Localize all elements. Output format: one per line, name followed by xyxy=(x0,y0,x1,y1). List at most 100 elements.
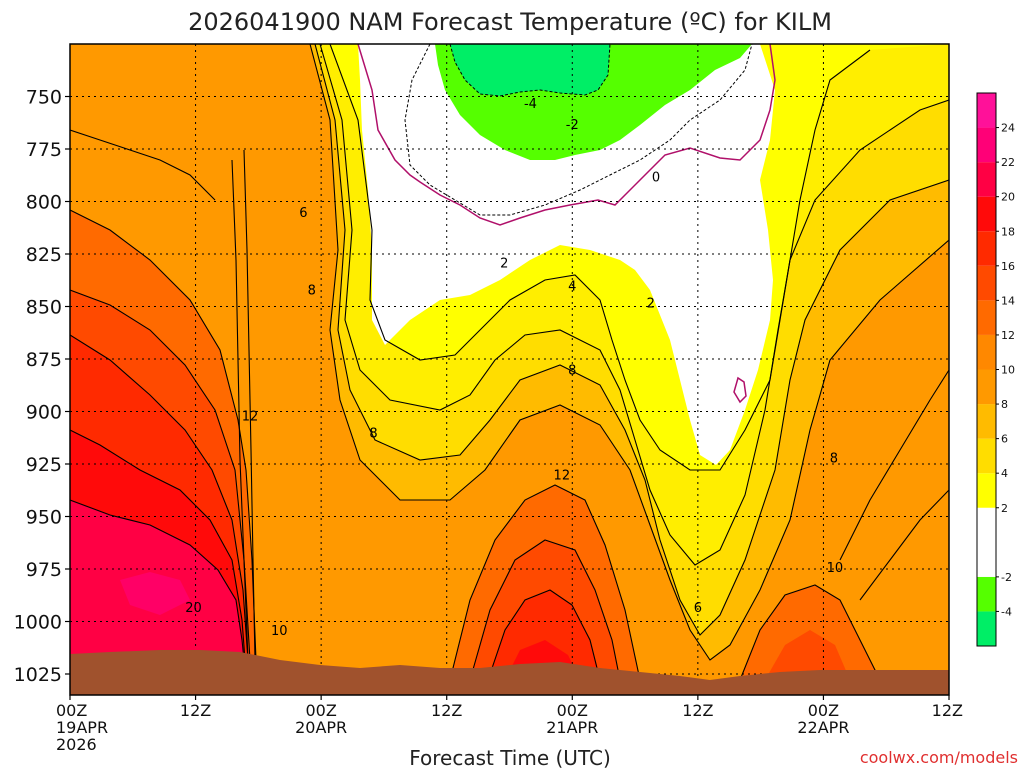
colorbar-label: 18 xyxy=(1001,225,1015,238)
y-tick-label: 1025 xyxy=(14,664,62,686)
colorbar-swatch xyxy=(977,93,996,128)
chart-title: 2026041900 NAM Forecast Temperature (ºC)… xyxy=(188,8,832,36)
colorbar-swatch xyxy=(977,265,996,301)
region-below-neg4 xyxy=(450,44,610,96)
colorbar-swatch xyxy=(977,334,996,370)
colorbar-swatch xyxy=(977,542,996,577)
colorbar-label: 12 xyxy=(1001,329,1015,342)
contour-label: -2 xyxy=(566,118,579,133)
plot-area xyxy=(70,44,949,695)
contour-label: 2 xyxy=(500,256,508,271)
colorbar-swatch xyxy=(977,438,996,474)
x-tick-label: 12Z xyxy=(682,701,713,720)
x-tick-label: 12Z xyxy=(180,701,211,720)
contour-label: 20 xyxy=(185,601,202,616)
contour-label: 10 xyxy=(271,624,288,639)
region-right-14 xyxy=(765,630,850,680)
contour-label: 6 xyxy=(694,601,702,616)
negative-contours xyxy=(404,44,753,216)
colorbar-label: -2 xyxy=(1001,571,1012,584)
contour-label: 8 xyxy=(568,364,576,379)
x-tick-label: 00Z xyxy=(56,701,87,720)
y-tick-label: 900 xyxy=(26,402,62,424)
colorbar-label: 22 xyxy=(1001,156,1015,169)
plot-frame xyxy=(69,43,950,696)
x-tick-label: 19APR xyxy=(56,718,108,737)
contour-line-zero xyxy=(357,44,776,226)
y-tick-label: 875 xyxy=(26,349,62,371)
colorbar-swatch xyxy=(977,507,996,543)
colorbar-swatch xyxy=(977,404,996,439)
x-tick-label: 00Z xyxy=(557,701,588,720)
contour-line xyxy=(243,149,256,661)
colorbar-swatch xyxy=(977,231,996,266)
x-axis-label: Forecast Time (UTC) xyxy=(409,746,611,768)
y-tick-label: 825 xyxy=(26,244,62,266)
contour-line xyxy=(70,209,257,661)
colorbar-label: 8 xyxy=(1001,398,1008,411)
contour-line xyxy=(70,429,246,661)
x-tick-label: 21APR xyxy=(546,718,598,737)
colorbar-swatch xyxy=(977,196,996,232)
contour-labels: -4 -2 0 2 4 2 6 8 8 8 8 12 12 10 10 20 6 xyxy=(185,97,843,639)
colorbar-label: 10 xyxy=(1001,364,1015,377)
contour-label: 12 xyxy=(554,469,571,484)
contour-line-neg4 xyxy=(449,44,611,97)
contour-line xyxy=(487,589,601,681)
colorbar-swatch xyxy=(977,162,996,197)
contour-line xyxy=(270,44,949,636)
contour-label: 12 xyxy=(242,410,259,425)
colorbar-label: -4 xyxy=(1001,605,1012,618)
contour-label: -4 xyxy=(524,97,537,112)
contour-label: 10 xyxy=(827,561,844,576)
contour-line-neg2 xyxy=(404,44,753,216)
contour-line xyxy=(258,44,949,661)
colorbar-label: 16 xyxy=(1001,260,1015,273)
colorbar-swatch xyxy=(977,127,996,163)
contour-line xyxy=(70,289,251,661)
colorbar-label: 4 xyxy=(1001,467,1008,480)
contour-label: 6 xyxy=(299,206,307,221)
colorbar-label: 2 xyxy=(1001,502,1008,515)
x-tick-label: 12Z xyxy=(431,701,462,720)
x-tick-label: 00Z xyxy=(808,701,839,720)
contour-line xyxy=(839,369,949,561)
contour-line xyxy=(231,159,249,661)
colorbar-label: 14 xyxy=(1001,294,1015,307)
contour-lines xyxy=(70,44,949,681)
colorbar-swatch xyxy=(977,473,996,508)
contour-label: 8 xyxy=(369,427,377,442)
contour-line xyxy=(469,539,621,681)
zero-contour xyxy=(357,44,776,404)
colorbar-swatch xyxy=(977,611,996,646)
contour-label: 4 xyxy=(568,280,576,295)
y-tick-label: 800 xyxy=(26,192,62,214)
colorbar-label: 20 xyxy=(1001,191,1015,204)
contour-line xyxy=(70,129,216,201)
y-tick-label: 750 xyxy=(26,87,62,109)
contour-line xyxy=(739,584,881,681)
y-tick-label: 850 xyxy=(26,297,62,319)
y-tick-label: 1000 xyxy=(14,612,62,634)
x-tick-label: 20APR xyxy=(295,718,347,737)
y-tick-label: 950 xyxy=(26,507,62,529)
contour-label: 2 xyxy=(647,296,655,311)
contour-line xyxy=(449,484,641,681)
x-tick-label: 00Z xyxy=(305,701,336,720)
x-tick-label: 22APR xyxy=(797,718,849,737)
colorbar-swatch xyxy=(977,300,996,335)
y-tick-label: 775 xyxy=(26,139,62,161)
surface-terrain xyxy=(70,650,949,695)
y-axis: 750 775 800 825 850 875 900 925 950 975 1000 1025 xyxy=(14,87,70,686)
contour-line xyxy=(70,334,249,661)
contour-label: 8 xyxy=(308,284,316,299)
colorbar-swatch xyxy=(977,576,996,612)
colorbar-swatch xyxy=(977,369,996,405)
colorbar-label: 24 xyxy=(1001,122,1015,135)
y-tick-label: 975 xyxy=(26,559,62,581)
contour-line xyxy=(859,489,949,601)
contour-label: 0 xyxy=(652,170,660,185)
